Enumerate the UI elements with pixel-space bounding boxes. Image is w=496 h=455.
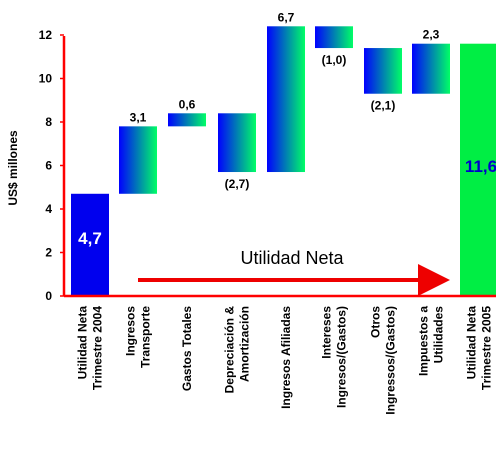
data-labels-group: 4,7 3,1 0,6 (2,7) 6,7 (1,0) (2,1) 2,3 11,6 (78, 10, 496, 248)
delta-bar (315, 26, 353, 49)
total-bar (71, 193, 109, 296)
data-label: 6,7 (278, 10, 295, 24)
category-label: Trimestre 2004 (91, 306, 105, 390)
data-label: 2,3 (423, 28, 440, 42)
delta-bar (168, 113, 206, 127)
category-label: Ingresos/(Gastos) (335, 306, 349, 408)
data-label: (1,0) (322, 53, 347, 67)
category-label: Intereses (320, 306, 334, 359)
category-label: Ingresos (124, 306, 138, 356)
y-tick-label: 4 (45, 202, 52, 216)
data-label: 3,1 (130, 110, 147, 124)
data-label: (2,1) (371, 99, 396, 113)
category-label: Otros (369, 306, 383, 338)
bars-group (71, 26, 496, 297)
y-tick-label: 10 (39, 72, 53, 86)
data-label: 11,6 (465, 157, 496, 176)
y-tick-label: 12 (39, 28, 53, 42)
category-label: Ingresos Afiliadas (279, 306, 293, 409)
delta-bar (412, 43, 450, 94)
delta-bar (267, 26, 305, 173)
y-tick-label: 2 (45, 246, 52, 260)
y-axis-label: US$ millones (6, 130, 20, 206)
data-label: 0,6 (179, 97, 196, 111)
data-label: 4,7 (78, 229, 102, 248)
net-income-annotation: Utilidad Neta (240, 248, 344, 268)
category-label: Amortización (238, 306, 252, 382)
category-label: Impuestos a (417, 306, 431, 376)
category-label: Depreciación & (223, 306, 237, 394)
category-labels-group: Utilidad Neta Trimestre 2004 Ingresos Trans… (76, 306, 494, 415)
delta-bar (364, 48, 402, 94)
y-axis-ticks: 0 2 4 6 8 10 12 (39, 28, 64, 303)
category-label: Utilidad Neta (465, 306, 479, 380)
y-tick-label: 0 (45, 289, 52, 303)
category-label: Gastos Totales (180, 306, 194, 391)
total-bar (460, 43, 496, 297)
data-label: (2,7) (225, 177, 250, 191)
category-label: Utilidad Neta (76, 306, 90, 380)
delta-bar (119, 126, 157, 194)
category-label: Transporte (139, 306, 153, 368)
y-tick-label: 6 (45, 159, 52, 173)
category-label: Utilidades (432, 306, 446, 364)
category-label: Ingressos/(Gastos) (384, 306, 398, 415)
category-label: Trimestre 2005 (480, 306, 494, 390)
y-tick-label: 8 (45, 115, 52, 129)
delta-bar (218, 113, 256, 173)
